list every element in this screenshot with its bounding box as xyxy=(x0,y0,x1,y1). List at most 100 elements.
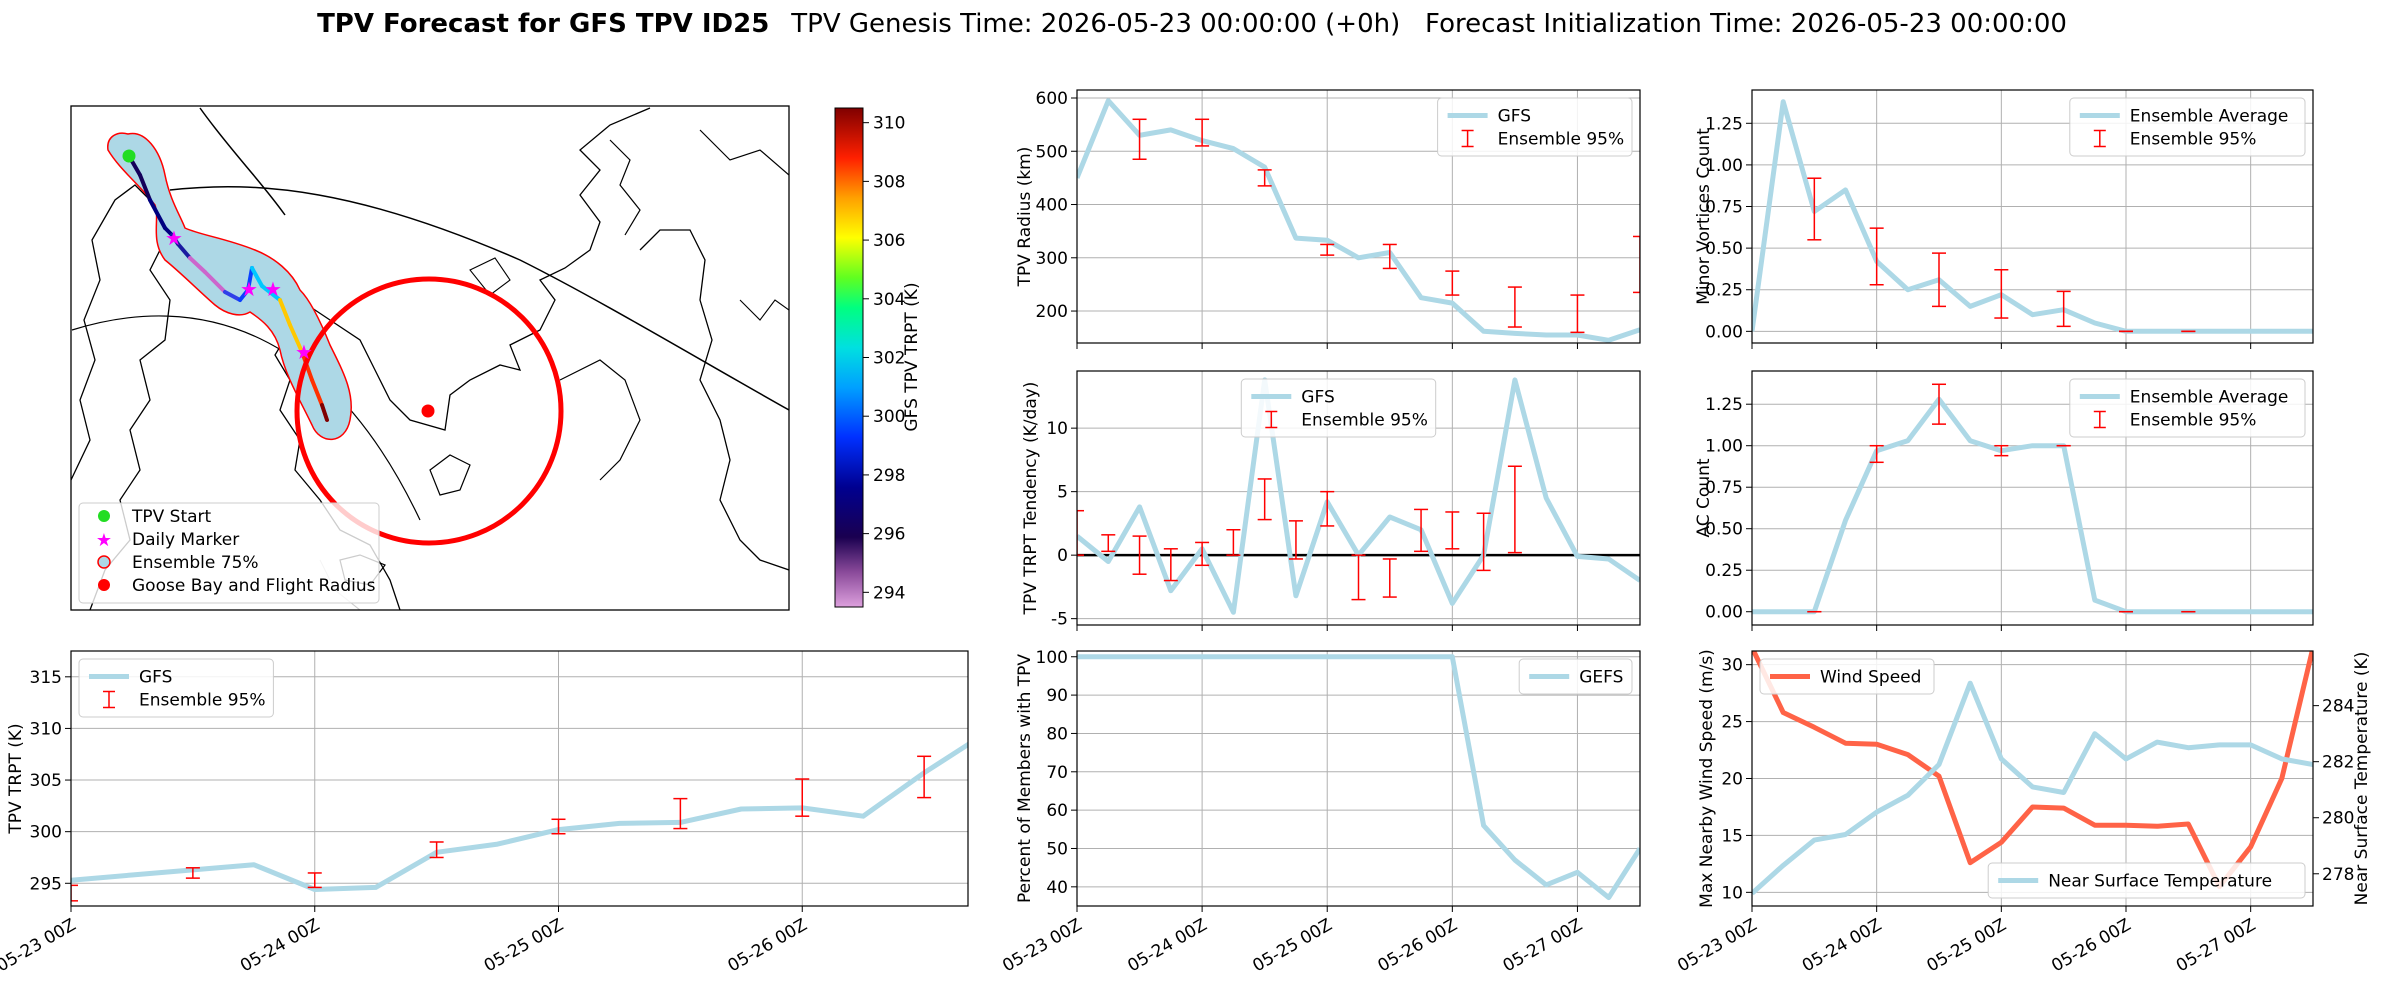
legend-label: Wind Speed xyxy=(1820,668,1921,688)
x-tick-label: 05-27 00Z xyxy=(1500,915,1586,976)
y-axis-label: Minor Vortices Count xyxy=(1694,128,1714,305)
series-line-ensemble-average xyxy=(1752,396,2313,615)
track-segment xyxy=(246,266,254,292)
errorbar xyxy=(1994,444,2009,457)
x-tick-label: 05-24 00Z xyxy=(1799,915,1885,976)
plot-frame xyxy=(1076,370,1641,626)
legend: GFS Ensemble 95% xyxy=(78,658,274,718)
x-tick-label: 05-26 00Z xyxy=(724,915,810,976)
legend-goosebay-label: Goose Bay and Flight Radius xyxy=(132,576,376,596)
y-tick-label: 0.50 xyxy=(1705,239,1743,259)
suptitle-bold: TPV Forecast for GFS TPV ID25 xyxy=(317,9,769,39)
legend-box xyxy=(1759,658,1935,695)
y-right-tick-label: 278 xyxy=(2322,865,2354,885)
legend-label: Ensemble 95% xyxy=(2130,411,2257,431)
y-tick-label: 1.00 xyxy=(1705,437,1743,457)
y-tick-label: 80 xyxy=(1046,724,1068,744)
x-tick-label: 05-27 00Z xyxy=(2173,915,2259,976)
errorbar xyxy=(1414,508,1429,553)
colorbar-tick-label: 302 xyxy=(873,349,905,369)
legend: Ensemble Average Ensemble 95% xyxy=(2069,97,2306,157)
flight-radius-circle xyxy=(294,276,564,546)
errorbar xyxy=(1077,509,1084,556)
y-tick-label: 400 xyxy=(1036,196,1068,216)
y-tick-label: 15 xyxy=(1721,826,1743,846)
errorbar xyxy=(429,841,444,859)
track-segment xyxy=(176,242,192,260)
errorbar xyxy=(185,867,200,879)
plot-frame xyxy=(1076,89,1641,344)
map-coastline xyxy=(71,184,171,610)
daily-marker: ★ xyxy=(295,340,313,364)
y-tick-label: 30 xyxy=(1721,656,1743,676)
x-tick-label: 05-23 00Z xyxy=(1674,915,1760,976)
y-tick-label: 50 xyxy=(1046,839,1068,859)
y-tick-label: 0.75 xyxy=(1705,198,1743,218)
errorbar xyxy=(1132,118,1147,160)
colorbar-tick-label: 308 xyxy=(873,172,905,192)
series-line-gfs xyxy=(71,741,968,892)
colorbar-tick-label: 306 xyxy=(873,231,905,251)
series-line-gefs xyxy=(1077,654,1640,901)
legend: Ensemble Average Ensemble 95% xyxy=(2069,378,2306,438)
daily-marker: ★ xyxy=(240,277,258,301)
x-tick-label: 05-25 00Z xyxy=(1249,915,1335,976)
plot-frame xyxy=(70,650,969,907)
errorbar xyxy=(673,797,688,830)
goose-bay-marker xyxy=(421,404,435,418)
errorbar xyxy=(1288,520,1303,560)
y-right-tick-label: 280 xyxy=(2322,809,2354,829)
legend-label: Ensemble 95% xyxy=(1498,130,1625,150)
errorbar xyxy=(1195,118,1210,147)
legend-label: GFS xyxy=(139,668,172,688)
errorbar xyxy=(71,884,78,902)
errorbar xyxy=(1633,235,1640,294)
plot-frame xyxy=(1751,370,2314,626)
map-coastline xyxy=(699,129,789,176)
legend-star-icon: ★ xyxy=(96,530,112,551)
errorbar xyxy=(1351,554,1366,601)
errorbar xyxy=(551,818,566,835)
legend-daily-label: Daily Marker xyxy=(132,530,239,550)
y-right-tick-label: 282 xyxy=(2322,753,2354,773)
y-tick-label: 305 xyxy=(30,771,62,791)
plot-frame xyxy=(1076,650,1641,907)
y-tick-label: 300 xyxy=(1036,249,1068,269)
legend-label: Near Surface Temperature xyxy=(2048,872,2272,892)
legend-box xyxy=(78,658,274,718)
plot-content xyxy=(1752,99,2313,334)
y-tick-label: 600 xyxy=(1036,89,1068,109)
legend-ensemble-icon xyxy=(97,555,111,569)
errorbar xyxy=(1226,529,1241,556)
map-boundary-arc xyxy=(169,185,789,411)
y-right-axis-label: Near Surface Temperature (K) xyxy=(2352,652,2372,906)
y-tick-label: 100 xyxy=(1036,648,1068,668)
colorbar-tick-label: 304 xyxy=(873,290,905,310)
x-tick-label: 05-24 00Z xyxy=(1124,915,1210,976)
legend-start-label: TPV Start xyxy=(131,507,212,527)
legend-label: GFS xyxy=(1498,107,1531,127)
y-tick-label: 1.25 xyxy=(1705,114,1743,134)
series-line-gfs xyxy=(1077,98,1640,343)
chart-panel-ac: 0.00 0.25 0.50 0.75 1.00 1.25 AC Count Ensemble… xyxy=(1694,370,2314,631)
track-segment xyxy=(148,198,167,230)
y-tick-label: 10 xyxy=(1721,883,1743,903)
x-tick-label: 05-26 00Z xyxy=(2048,915,2134,976)
errorbar xyxy=(1869,444,1884,464)
x-tick-label: 05-25 00Z xyxy=(1924,915,2010,976)
y-axis-label: TPV TRPT (K) xyxy=(6,723,26,834)
y-tick-label: 10 xyxy=(1046,419,1068,439)
legend-label: Ensemble Average xyxy=(2130,388,2289,408)
map-panel: ★ ★ ★ ★ TPV Start ★ Daily Marker Ensembl… xyxy=(70,105,790,611)
y-tick-label: 90 xyxy=(1046,686,1068,706)
legend-box xyxy=(1437,97,1633,157)
legend: GEFS xyxy=(1518,658,1633,695)
errorbar xyxy=(1132,535,1147,575)
errorbar xyxy=(1445,270,1460,296)
map-coastline xyxy=(609,139,641,236)
errorbar xyxy=(1507,286,1522,328)
daily-marker: ★ xyxy=(264,277,282,301)
legend-ensemble-label: Ensemble 75% xyxy=(132,553,259,573)
chart-panel-trpt: 295 300 305 310 315 05-23 00Z 05-24 00Z 05-25 0… xyxy=(0,650,969,976)
